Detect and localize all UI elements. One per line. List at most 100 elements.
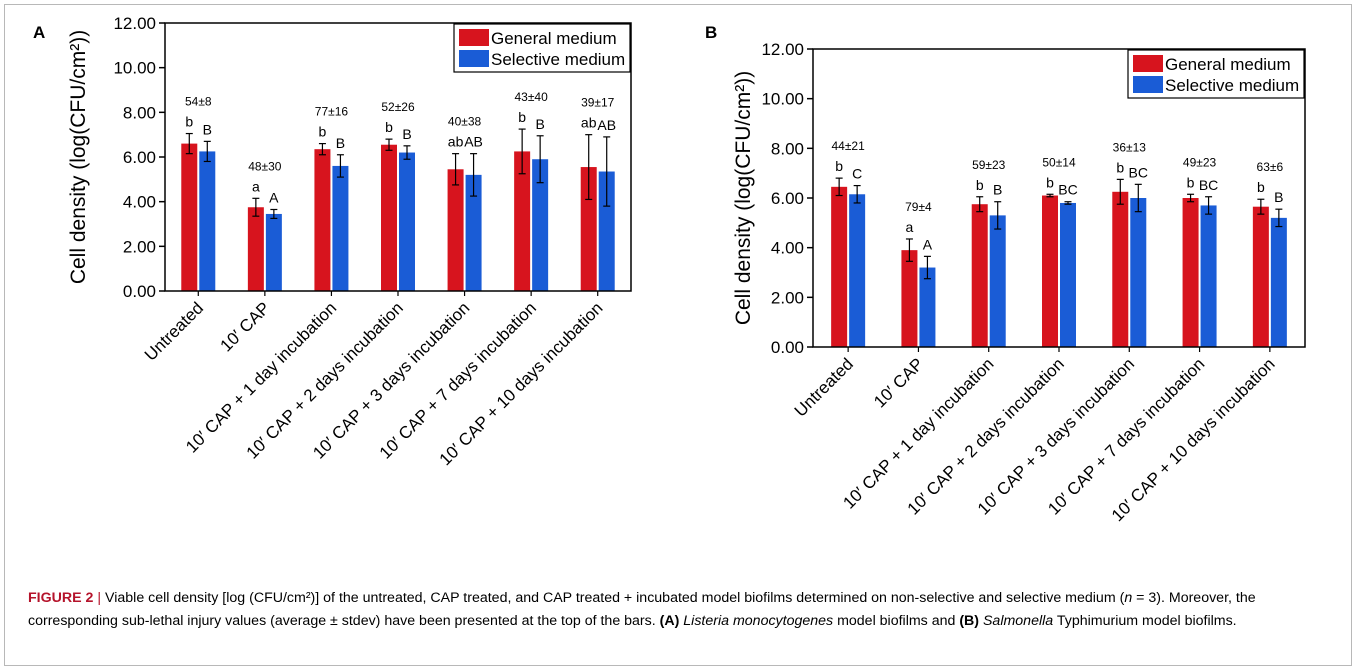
chart-panel-a: A 0.00 2.00 4.00 6.00 8.00 10.00 12.00 Cell den… [33, 14, 673, 558]
significance-letter: b [976, 177, 984, 193]
significance-letter: a [906, 219, 914, 235]
bar [314, 149, 331, 291]
y-tick-label: 4.00 [771, 239, 804, 258]
bar [1112, 191, 1129, 347]
y-tick-label: 6.00 [123, 148, 156, 167]
significance-letter: B [203, 121, 212, 137]
y-tick-label: 8.00 [123, 103, 156, 122]
legend-swatch-general [1133, 55, 1163, 72]
injury-label: 40±38 [448, 115, 482, 129]
significance-letter: b [1257, 179, 1265, 195]
plot-frame [164, 22, 632, 292]
significance-letter: AB [464, 134, 483, 150]
significance-letter: ab [581, 115, 597, 131]
bar [265, 213, 282, 291]
y-tick-label: 10.00 [113, 59, 156, 78]
caption-b-species: Salmonella [982, 613, 1054, 629]
figure-frame: A 0.00 2.00 4.00 6.00 8.00 10.00 12.00 Cell den… [4, 4, 1352, 666]
y-axis-title: Cell density (log(CFU/cm²)) [732, 71, 755, 325]
bar [465, 174, 482, 291]
bar [1130, 198, 1147, 347]
injury-label: 48±30 [248, 159, 282, 173]
x-category-label: Untreated [791, 354, 857, 420]
significance-letter: BC [1129, 164, 1148, 180]
significance-letter: AB [597, 117, 616, 133]
significance-letter: C [852, 166, 862, 182]
y-tick-label: 6.00 [771, 189, 804, 208]
significance-letter: BC [1199, 177, 1218, 193]
caption-a-text: model biofilms and [833, 613, 960, 629]
significance-letter: b [1187, 174, 1195, 190]
legend-swatch-general [459, 29, 489, 46]
legend-swatch-selective [1133, 76, 1163, 93]
bar-chart-b: 0.00 2.00 4.00 6.00 8.00 10.00 12.00 Cell densi… [732, 40, 1306, 525]
x-category-label: Untreated [141, 298, 207, 364]
caption-figure-label: FIGURE 2 [28, 590, 94, 606]
caption-n-label: n [1124, 590, 1133, 606]
significance-letter: A [923, 236, 933, 252]
bar [919, 267, 936, 347]
bar [849, 194, 866, 347]
significance-letter: b [1116, 159, 1124, 175]
caption-b-label: (B) [959, 613, 980, 629]
y-tick-label: 12.00 [761, 40, 804, 59]
bar [199, 151, 216, 291]
significance-letter: a [252, 178, 260, 194]
bar [1182, 198, 1199, 347]
bar [901, 250, 918, 347]
bar [447, 169, 464, 291]
injury-label: 36±13 [1113, 140, 1147, 154]
x-category-label: 10′ CAP + 1 day incubation [839, 354, 997, 512]
bar-chart-a: 0.00 2.00 4.00 6.00 8.00 10.00 12.00 Cell densi… [67, 14, 632, 469]
injury-label: 59±23 [972, 158, 1006, 172]
plot-frame [812, 48, 1306, 348]
significance-letter: b [385, 119, 393, 135]
caption-a-species: Listeria monocytogenes [683, 613, 834, 629]
panel-label-b: B [705, 23, 718, 42]
significance-letter: B [336, 135, 345, 151]
legend-label-general: General medium [491, 29, 617, 48]
bar [598, 171, 615, 291]
injury-label: 50±14 [1042, 155, 1076, 169]
bar [971, 204, 988, 347]
x-category-label: 10′ CAP [217, 298, 274, 355]
bar [1252, 206, 1269, 347]
y-tick-label: 2.00 [123, 237, 156, 256]
bar [532, 159, 549, 291]
bar [399, 152, 415, 291]
y-tick-label: 12.00 [113, 14, 156, 33]
caption-text-2: = 3). Moreover, the corresponding sub-le… [28, 590, 1256, 629]
chart-panel-b: B 0.00 2.00 4.00 6.00 8.00 10.00 12.00 Cell den… [705, 23, 1345, 558]
y-axis-title: Cell density (log(CFU/cm²)) [67, 30, 90, 284]
significance-letter: A [269, 189, 279, 205]
injury-label: 39±17 [581, 96, 615, 110]
y-tick-label: 8.00 [771, 139, 804, 158]
injury-label: 49±23 [1183, 155, 1217, 169]
significance-letter: b [319, 124, 327, 140]
injury-label: 77±16 [315, 105, 349, 119]
caption-b-text: Typhimurium model biofilms. [1053, 613, 1237, 629]
significance-letter: b [835, 158, 843, 174]
significance-letter: b [1046, 174, 1054, 190]
significance-letter: B [993, 182, 1002, 198]
y-tick-label: 0.00 [771, 338, 804, 357]
y-tick-label: 4.00 [123, 193, 156, 212]
caption-separator: | [97, 590, 102, 606]
significance-letter: b [518, 109, 526, 125]
bar [989, 215, 1006, 347]
injury-label: 63±6 [1257, 160, 1284, 174]
significance-letter: B [535, 116, 544, 132]
x-category-label: 10′ CAP [870, 354, 927, 411]
bar [181, 143, 198, 291]
bar [381, 144, 397, 291]
bar [580, 167, 597, 291]
legend-label-selective: Selective medium [491, 50, 625, 69]
bar [831, 186, 848, 347]
injury-label: 52±26 [381, 100, 415, 114]
bar [1200, 205, 1217, 347]
significance-letter: b [185, 114, 193, 130]
injury-label: 43±40 [515, 90, 549, 104]
caption-text-1: Viable cell density [log (CFU/cm²)] of t… [105, 590, 1125, 606]
injury-label: 44±21 [832, 139, 866, 153]
bar [247, 207, 264, 291]
